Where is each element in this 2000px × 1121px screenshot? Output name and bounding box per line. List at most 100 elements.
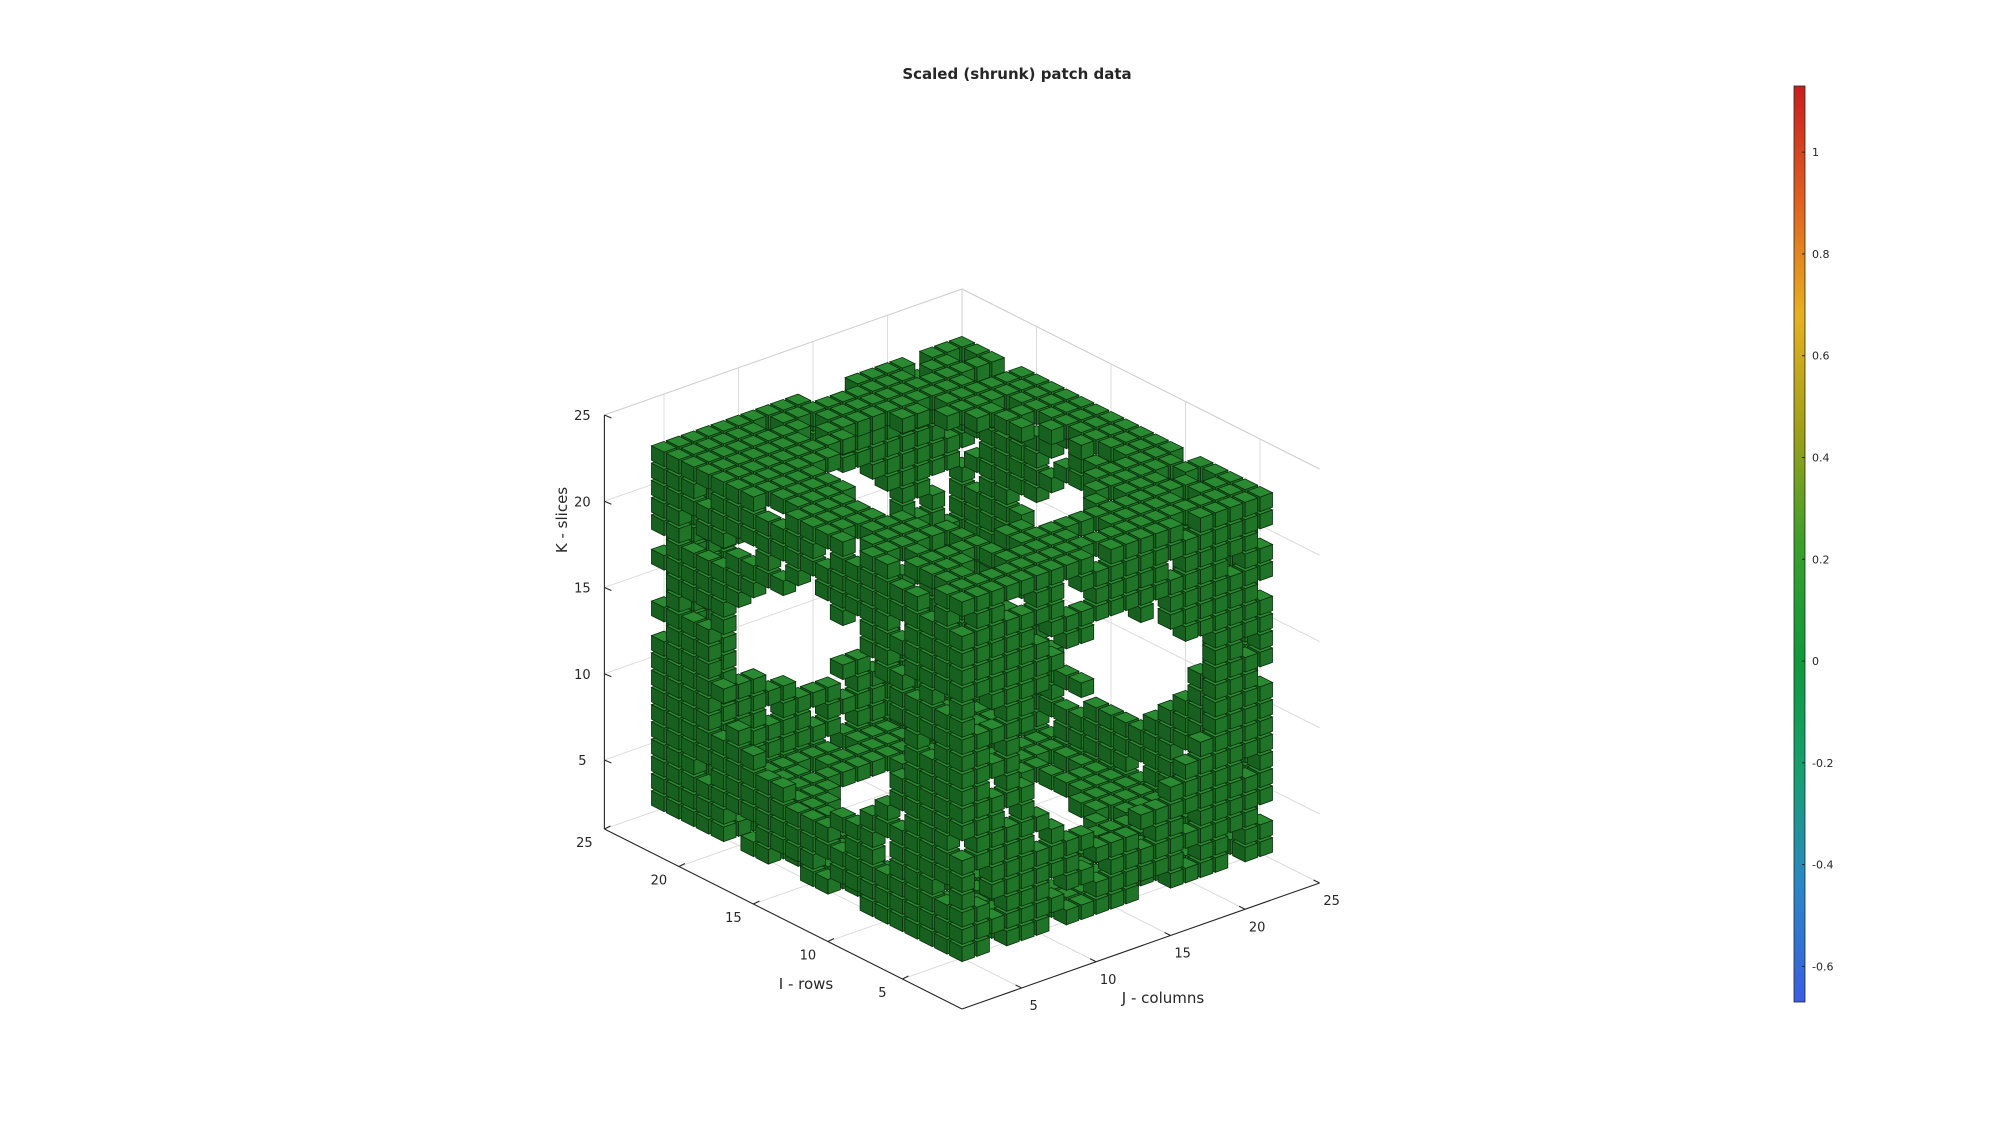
voxel-face-top [1037,764,1065,776]
voxel-face-top [918,384,946,397]
axes-edge [604,288,963,416]
voxel-face-top [963,381,991,394]
voxel-face-top [1097,768,1125,781]
voxel-face-top [859,367,887,380]
voxel-face-top [1022,386,1051,398]
voxel-face-top [859,392,887,405]
voxel-face-top [1112,776,1140,788]
voxel-face-top [1067,408,1095,421]
voxel-face-top [859,737,887,750]
voxel-patch [650,335,1274,963]
voxel [888,407,916,435]
voxel-face-top [873,374,902,387]
voxel-face-top [1037,406,1065,419]
voxel-face-top [933,392,961,404]
voxel-face-top [844,372,872,385]
voxel-face-top [873,362,902,374]
voxel-face-top [769,674,797,687]
voxel-face-top [1067,671,1095,684]
voxel [1037,419,1065,446]
voxel-face-top [873,400,902,413]
voxel-face-top [1082,403,1110,416]
voxel-face-top [888,407,916,420]
voxel-face-top [1037,380,1065,393]
voxel-face-top [1082,761,1110,773]
voxel-face-top [963,394,991,407]
voxel-face-top [933,404,961,417]
voxel-face-top [903,402,931,415]
voxel-face-top [1037,738,1065,751]
voxel [829,653,857,681]
voxel-face-top [859,725,887,737]
voxel-face-top [888,395,916,407]
voxel-face-top [963,407,991,419]
voxel-face-top [844,730,872,743]
voxel-face-top [918,359,946,371]
voxel-face-top [903,377,931,389]
voxel-face-top [933,366,961,379]
voxel-face-top [978,376,1006,389]
voxel-face-top [933,353,961,366]
voxel-face-top [993,383,1021,396]
voxel-face-top [829,748,857,761]
voxel-face-top [1008,503,1036,516]
voxel-face-top [873,387,902,400]
voxel-face-top [784,393,812,406]
voxel-face-top [963,356,991,368]
voxel-face-top [948,335,976,348]
voxel-face-top [933,379,961,392]
voxel-face-top [1037,419,1065,431]
voxel-face-top [1082,416,1110,428]
voxel-face-top [1008,404,1036,416]
voxel-face-top [1067,395,1095,408]
voxel-face-top [829,653,857,666]
chart-title: Scaled (shrunk) patch data [902,65,1131,83]
voxel-face-top [948,361,976,374]
voxel-face-top [1052,746,1080,758]
voxel-face-top [1022,743,1051,756]
voxel-face-top [1008,365,1036,378]
voxel-face-top [1008,378,1036,391]
voxel-face-top [1008,391,1036,404]
voxel-face-top [814,395,842,408]
voxel-face-top [1067,753,1095,766]
voxel-face-top [844,648,872,661]
voxel-face-top [948,386,976,399]
voxel-face-top [963,343,991,356]
voxel-face-top [814,676,842,689]
voxel-face-top [844,743,872,755]
voxel-face-top [993,409,1021,422]
voxel-face-top [844,385,872,398]
voxel [933,404,961,432]
voxel-face-top [1022,373,1051,386]
voxel-face-top [1037,393,1065,406]
voxel-face-top [799,746,827,758]
voxel-face-top [903,389,931,402]
voxel-face-top [1052,401,1080,413]
voxel-face-top [1052,413,1080,426]
voxel-face-top [1082,773,1110,786]
voxel-face-top [978,350,1006,363]
voxel-face-top [918,371,946,384]
axes-edge [961,288,1320,470]
voxel-face-top [993,371,1021,383]
voxel-face-top [769,398,797,411]
voxel-face-top [1067,421,1095,434]
voxel-face-top [1052,698,1080,711]
voxel-face-top [918,346,946,359]
voxel-face-top [1112,418,1140,431]
voxel-face-top [873,719,902,732]
voxel-face-top [829,390,857,403]
voxel-face-top [1052,388,1080,401]
voxel-face-top [888,356,916,369]
voxel-face-top [1112,711,1140,724]
voxel [1067,671,1095,699]
voxel [963,407,991,434]
voxel-face-top [859,380,887,392]
voxel-face-top [873,732,902,745]
voxel-face-top [844,398,872,410]
voxel [1008,416,1036,444]
voxel-face-top [1097,423,1125,436]
voxel-face-top [829,403,857,416]
